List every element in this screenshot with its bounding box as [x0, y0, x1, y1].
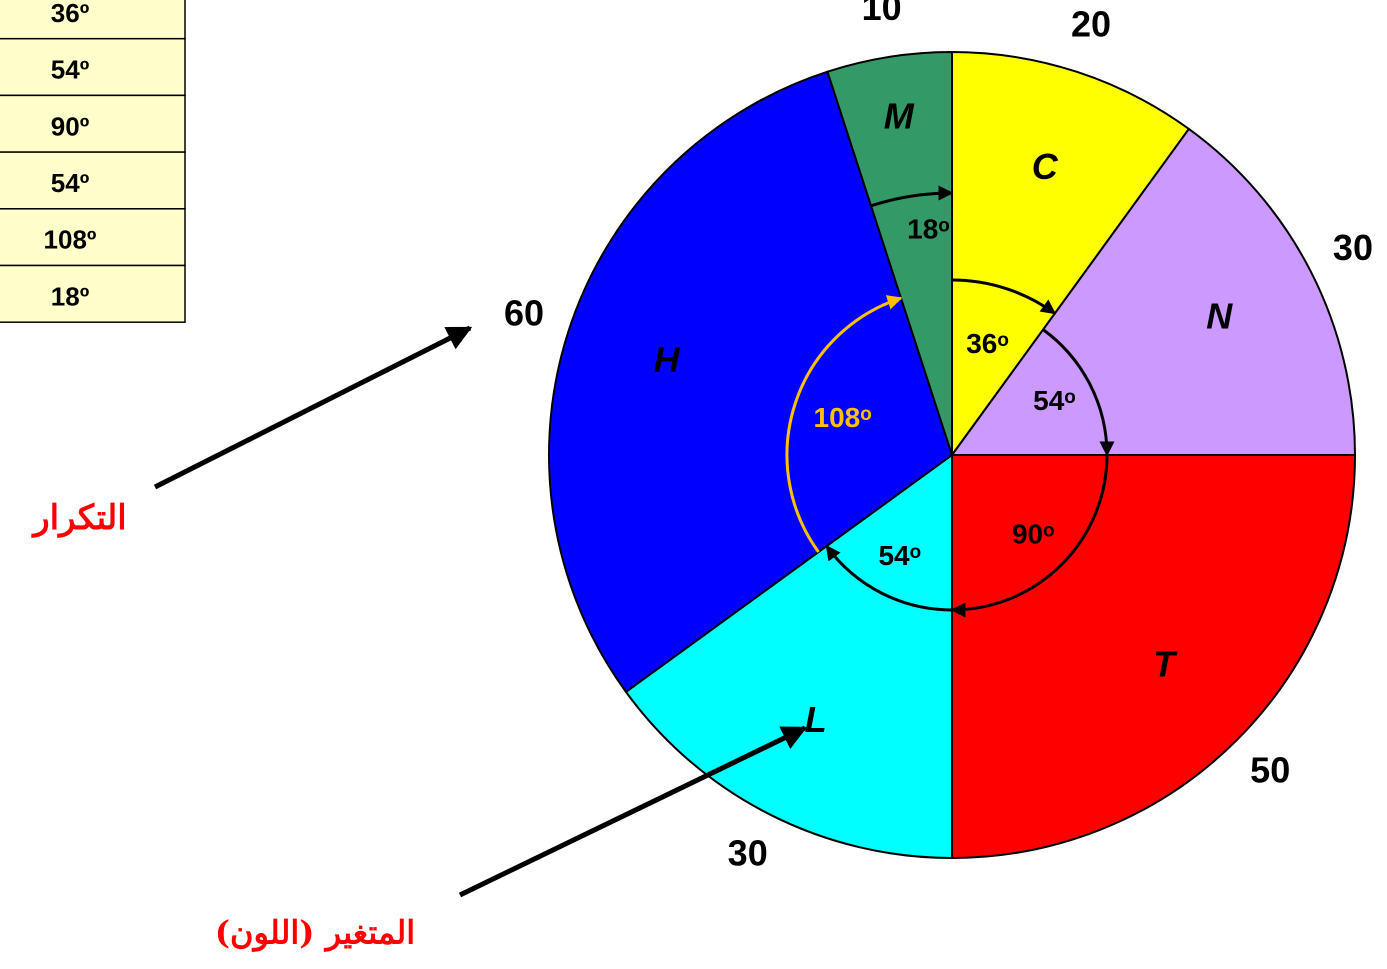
table-text: 108º [44, 225, 97, 255]
value-label: 30 [728, 832, 768, 873]
angle-arc [951, 278, 1057, 315]
angle-arc [825, 544, 953, 612]
table-cell [0, 94, 186, 153]
pie-slice [826, 50, 953, 456]
value-label: 50 [1250, 750, 1290, 791]
table-cell [0, 151, 186, 210]
slice-label: L [805, 699, 827, 740]
pie-slice [624, 453, 953, 860]
value-label: 10 [862, 0, 902, 28]
angle-label: 36ᵒ [966, 328, 1009, 359]
pie: C 20 36ᵒ N 30 54ᵒ T 50 90ᵒ L 30 54ᵒ H 60 108ᵒ M 10 18ᵒ [504, 0, 1373, 873]
slice-label: M [884, 96, 915, 137]
table-text: 54º [51, 55, 90, 85]
table-text: 36º [51, 0, 90, 28]
pie-slice [548, 70, 954, 694]
angle-label: 54ᵒ [878, 540, 921, 571]
slice-label: N [1206, 295, 1233, 336]
pointer-arrow [458, 725, 808, 898]
table-text: 18º [51, 281, 90, 311]
table-cell [0, 0, 186, 40]
value-label: 60 [504, 292, 544, 333]
angle-table: 36º 54º 90º 54º 108º 18º [0, 0, 186, 323]
angle-label: 108ᵒ [814, 402, 872, 433]
angle-arc [785, 295, 903, 553]
angle-arc [1042, 328, 1115, 457]
angle-arc [950, 454, 1109, 618]
table-cell [0, 264, 186, 323]
annotations: التكرار المتغير (اللون) [31, 325, 808, 953]
annotation: التكرار [31, 498, 126, 538]
pie-slice [951, 454, 1357, 860]
annotation: المتغير (اللون) [215, 914, 415, 953]
pointer-arrow [153, 325, 473, 490]
angle-label: 90ᵒ [1012, 519, 1055, 550]
table-text: 54º [51, 168, 90, 198]
angle-arc [870, 185, 954, 208]
pie-slice [950, 127, 1357, 456]
table-text: 90º [51, 111, 90, 141]
slice-label: C [1032, 146, 1059, 187]
slice-label: H [654, 339, 681, 380]
table-cell [0, 208, 186, 267]
pie-slice [951, 50, 1191, 459]
angle-label: 54ᵒ [1033, 385, 1076, 416]
table-cell [0, 37, 186, 97]
value-label: 20 [1071, 4, 1111, 45]
value-label: 30 [1333, 227, 1373, 268]
slice-label: T [1153, 644, 1178, 685]
angle-label: 18ᵒ [907, 214, 950, 245]
